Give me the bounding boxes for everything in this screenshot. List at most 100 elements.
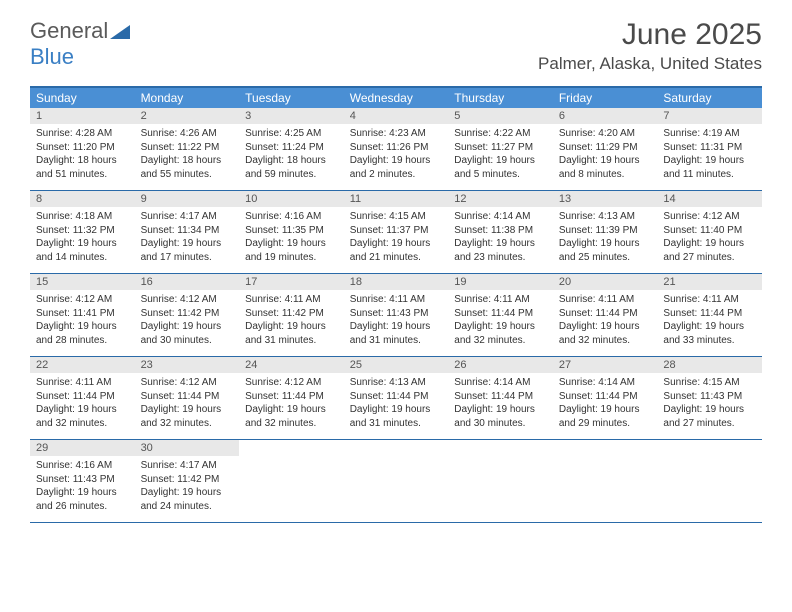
sunrise-line: Sunrise: 4:11 AM	[454, 293, 547, 307]
daylight-line: Daylight: 19 hours and 8 minutes.	[559, 154, 652, 181]
day-details: Sunrise: 4:12 AMSunset: 11:42 PMDaylight…	[135, 290, 240, 351]
day-number: 17	[239, 274, 344, 290]
day-cell: 19Sunrise: 4:11 AMSunset: 11:44 PMDaylig…	[448, 274, 553, 356]
daylight-line: Daylight: 19 hours and 25 minutes.	[559, 237, 652, 264]
sunset-line: Sunset: 11:44 PM	[559, 307, 652, 321]
week-row: 29Sunrise: 4:16 AMSunset: 11:43 PMDaylig…	[30, 440, 762, 523]
day-cell-empty	[239, 440, 344, 522]
day-details: Sunrise: 4:17 AMSunset: 11:34 PMDaylight…	[135, 207, 240, 268]
daylight-line: Daylight: 19 hours and 33 minutes.	[663, 320, 756, 347]
sunrise-line: Sunrise: 4:12 AM	[245, 376, 338, 390]
week-row: 22Sunrise: 4:11 AMSunset: 11:44 PMDaylig…	[30, 357, 762, 440]
day-cell-empty	[344, 440, 449, 522]
weekday-tuesday: Tuesday	[239, 88, 344, 108]
day-details: Sunrise: 4:12 AMSunset: 11:41 PMDaylight…	[30, 290, 135, 351]
day-cell: 16Sunrise: 4:12 AMSunset: 11:42 PMDaylig…	[135, 274, 240, 356]
daylight-line: Daylight: 19 hours and 24 minutes.	[141, 486, 234, 513]
day-details: Sunrise: 4:26 AMSunset: 11:22 PMDaylight…	[135, 124, 240, 185]
day-details: Sunrise: 4:17 AMSunset: 11:42 PMDaylight…	[135, 456, 240, 517]
day-cell: 8Sunrise: 4:18 AMSunset: 11:32 PMDayligh…	[30, 191, 135, 273]
sunset-line: Sunset: 11:44 PM	[141, 390, 234, 404]
day-details: Sunrise: 4:11 AMSunset: 11:44 PMDaylight…	[448, 290, 553, 351]
sunrise-line: Sunrise: 4:11 AM	[559, 293, 652, 307]
sunset-line: Sunset: 11:44 PM	[350, 390, 443, 404]
day-details: Sunrise: 4:22 AMSunset: 11:27 PMDaylight…	[448, 124, 553, 185]
sunset-line: Sunset: 11:38 PM	[454, 224, 547, 238]
day-details: Sunrise: 4:18 AMSunset: 11:32 PMDaylight…	[30, 207, 135, 268]
sunset-line: Sunset: 11:32 PM	[36, 224, 129, 238]
day-cell: 18Sunrise: 4:11 AMSunset: 11:43 PMDaylig…	[344, 274, 449, 356]
logo: General	[30, 18, 132, 44]
day-cell: 24Sunrise: 4:12 AMSunset: 11:44 PMDaylig…	[239, 357, 344, 439]
logo-text-1: General	[30, 18, 108, 44]
sunset-line: Sunset: 11:20 PM	[36, 141, 129, 155]
day-details: Sunrise: 4:15 AMSunset: 11:37 PMDaylight…	[344, 207, 449, 268]
day-details: Sunrise: 4:12 AMSunset: 11:44 PMDaylight…	[239, 373, 344, 434]
sunset-line: Sunset: 11:42 PM	[141, 307, 234, 321]
daylight-line: Daylight: 18 hours and 59 minutes.	[245, 154, 338, 181]
day-details: Sunrise: 4:14 AMSunset: 11:38 PMDaylight…	[448, 207, 553, 268]
sunset-line: Sunset: 11:37 PM	[350, 224, 443, 238]
sunrise-line: Sunrise: 4:12 AM	[141, 293, 234, 307]
sunrise-line: Sunrise: 4:11 AM	[663, 293, 756, 307]
day-details: Sunrise: 4:25 AMSunset: 11:24 PMDaylight…	[239, 124, 344, 185]
day-details: Sunrise: 4:14 AMSunset: 11:44 PMDaylight…	[448, 373, 553, 434]
day-cell: 12Sunrise: 4:14 AMSunset: 11:38 PMDaylig…	[448, 191, 553, 273]
day-cell: 13Sunrise: 4:13 AMSunset: 11:39 PMDaylig…	[553, 191, 658, 273]
sunset-line: Sunset: 11:44 PM	[245, 390, 338, 404]
daylight-line: Daylight: 19 hours and 28 minutes.	[36, 320, 129, 347]
sunrise-line: Sunrise: 4:16 AM	[36, 459, 129, 473]
day-number: 28	[657, 357, 762, 373]
daylight-line: Daylight: 19 hours and 17 minutes.	[141, 237, 234, 264]
day-number: 6	[553, 108, 658, 124]
sunrise-line: Sunrise: 4:17 AM	[141, 459, 234, 473]
day-details: Sunrise: 4:16 AMSunset: 11:35 PMDaylight…	[239, 207, 344, 268]
sunrise-line: Sunrise: 4:15 AM	[350, 210, 443, 224]
daylight-line: Daylight: 19 hours and 27 minutes.	[663, 237, 756, 264]
sunrise-line: Sunrise: 4:18 AM	[36, 210, 129, 224]
sunset-line: Sunset: 11:26 PM	[350, 141, 443, 155]
day-number: 24	[239, 357, 344, 373]
day-number: 7	[657, 108, 762, 124]
day-details: Sunrise: 4:13 AMSunset: 11:44 PMDaylight…	[344, 373, 449, 434]
day-details: Sunrise: 4:16 AMSunset: 11:43 PMDaylight…	[30, 456, 135, 517]
sunset-line: Sunset: 11:42 PM	[141, 473, 234, 487]
sunset-line: Sunset: 11:22 PM	[141, 141, 234, 155]
logo-triangle-icon	[110, 22, 132, 40]
day-cell: 11Sunrise: 4:15 AMSunset: 11:37 PMDaylig…	[344, 191, 449, 273]
day-number: 30	[135, 440, 240, 456]
daylight-line: Daylight: 19 hours and 11 minutes.	[663, 154, 756, 181]
day-details: Sunrise: 4:20 AMSunset: 11:29 PMDaylight…	[553, 124, 658, 185]
day-details: Sunrise: 4:11 AMSunset: 11:42 PMDaylight…	[239, 290, 344, 351]
day-cell: 30Sunrise: 4:17 AMSunset: 11:42 PMDaylig…	[135, 440, 240, 522]
day-details: Sunrise: 4:14 AMSunset: 11:44 PMDaylight…	[553, 373, 658, 434]
day-number: 16	[135, 274, 240, 290]
calendar: SundayMondayTuesdayWednesdayThursdayFrid…	[30, 86, 762, 523]
daylight-line: Daylight: 19 hours and 32 minutes.	[559, 320, 652, 347]
daylight-line: Daylight: 19 hours and 21 minutes.	[350, 237, 443, 264]
daylight-line: Daylight: 19 hours and 23 minutes.	[454, 237, 547, 264]
weekday-saturday: Saturday	[657, 88, 762, 108]
day-details: Sunrise: 4:12 AMSunset: 11:44 PMDaylight…	[135, 373, 240, 434]
day-number: 13	[553, 191, 658, 207]
sunrise-line: Sunrise: 4:25 AM	[245, 127, 338, 141]
day-details: Sunrise: 4:28 AMSunset: 11:20 PMDaylight…	[30, 124, 135, 185]
day-cell: 1Sunrise: 4:28 AMSunset: 11:20 PMDayligh…	[30, 108, 135, 190]
day-cell: 2Sunrise: 4:26 AMSunset: 11:22 PMDayligh…	[135, 108, 240, 190]
day-number: 3	[239, 108, 344, 124]
weekday-friday: Friday	[553, 88, 658, 108]
day-number: 19	[448, 274, 553, 290]
day-cell-empty	[553, 440, 658, 522]
day-cell: 4Sunrise: 4:23 AMSunset: 11:26 PMDayligh…	[344, 108, 449, 190]
day-details: Sunrise: 4:13 AMSunset: 11:39 PMDaylight…	[553, 207, 658, 268]
daylight-line: Daylight: 18 hours and 55 minutes.	[141, 154, 234, 181]
sunset-line: Sunset: 11:34 PM	[141, 224, 234, 238]
sunrise-line: Sunrise: 4:11 AM	[245, 293, 338, 307]
day-cell: 27Sunrise: 4:14 AMSunset: 11:44 PMDaylig…	[553, 357, 658, 439]
day-cell-empty	[657, 440, 762, 522]
day-number: 22	[30, 357, 135, 373]
sunset-line: Sunset: 11:44 PM	[454, 390, 547, 404]
sunset-line: Sunset: 11:42 PM	[245, 307, 338, 321]
title-block: June 2025 Palmer, Alaska, United States	[538, 18, 762, 74]
sunrise-line: Sunrise: 4:16 AM	[245, 210, 338, 224]
